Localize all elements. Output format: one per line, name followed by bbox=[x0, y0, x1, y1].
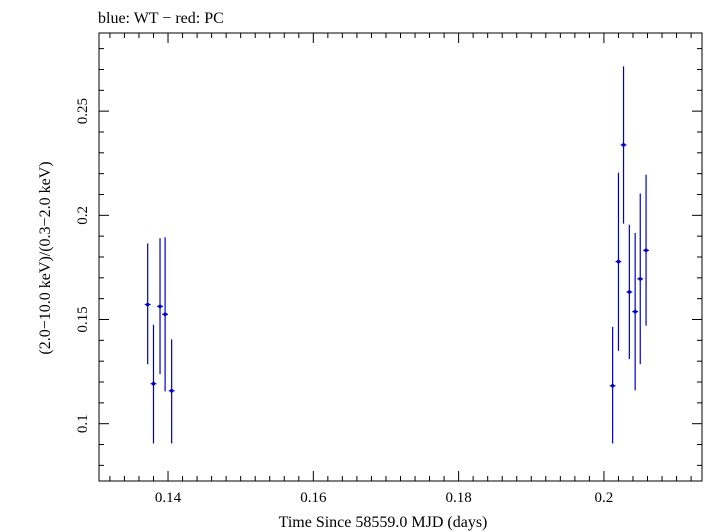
data-point bbox=[643, 174, 649, 326]
y-tick-label: 0.25 bbox=[75, 98, 91, 124]
point-marker bbox=[627, 290, 632, 294]
y-tick-label: 0.2 bbox=[75, 206, 91, 225]
data-point bbox=[150, 324, 157, 444]
point-marker bbox=[616, 259, 621, 264]
data-point bbox=[626, 224, 633, 360]
x-tick-label: 0.14 bbox=[155, 490, 182, 506]
x-tick-label: 0.2 bbox=[595, 490, 614, 506]
data-point bbox=[609, 326, 616, 444]
point-marker bbox=[163, 312, 167, 317]
data-point bbox=[620, 66, 627, 224]
x-tick-label: 0.16 bbox=[300, 490, 327, 506]
point-marker bbox=[145, 302, 150, 307]
axes-group: 0.14 0.16 0.18 0.2 0.1 0.15 0.2 0.25 bbox=[75, 32, 703, 506]
data-marks bbox=[144, 66, 649, 444]
chart-title: blue: WT − red: PC bbox=[98, 10, 224, 27]
point-marker bbox=[638, 277, 643, 281]
x-axis-label: Time Since 58559.0 MJD (days) bbox=[279, 514, 488, 531]
data-point bbox=[168, 339, 175, 444]
data-point bbox=[162, 237, 169, 392]
point-marker bbox=[610, 383, 615, 388]
point-marker bbox=[158, 304, 162, 309]
point-marker bbox=[169, 388, 174, 393]
data-point bbox=[144, 243, 151, 365]
point-marker bbox=[621, 143, 626, 147]
data-point bbox=[637, 193, 644, 365]
data-point bbox=[632, 233, 639, 391]
x-tick-label: 0.18 bbox=[445, 490, 471, 506]
y-axis-label: (2.0−10.0 keV)/(0.3−2.0 keV) bbox=[37, 161, 54, 354]
point-marker bbox=[644, 248, 648, 253]
data-point bbox=[157, 238, 163, 375]
y-tick-label: 0.1 bbox=[75, 414, 91, 433]
point-marker bbox=[151, 381, 156, 386]
data-point bbox=[615, 172, 622, 351]
plot-frame bbox=[98, 32, 703, 482]
point-marker bbox=[633, 309, 637, 314]
y-tick-label: 0.15 bbox=[75, 306, 91, 332]
